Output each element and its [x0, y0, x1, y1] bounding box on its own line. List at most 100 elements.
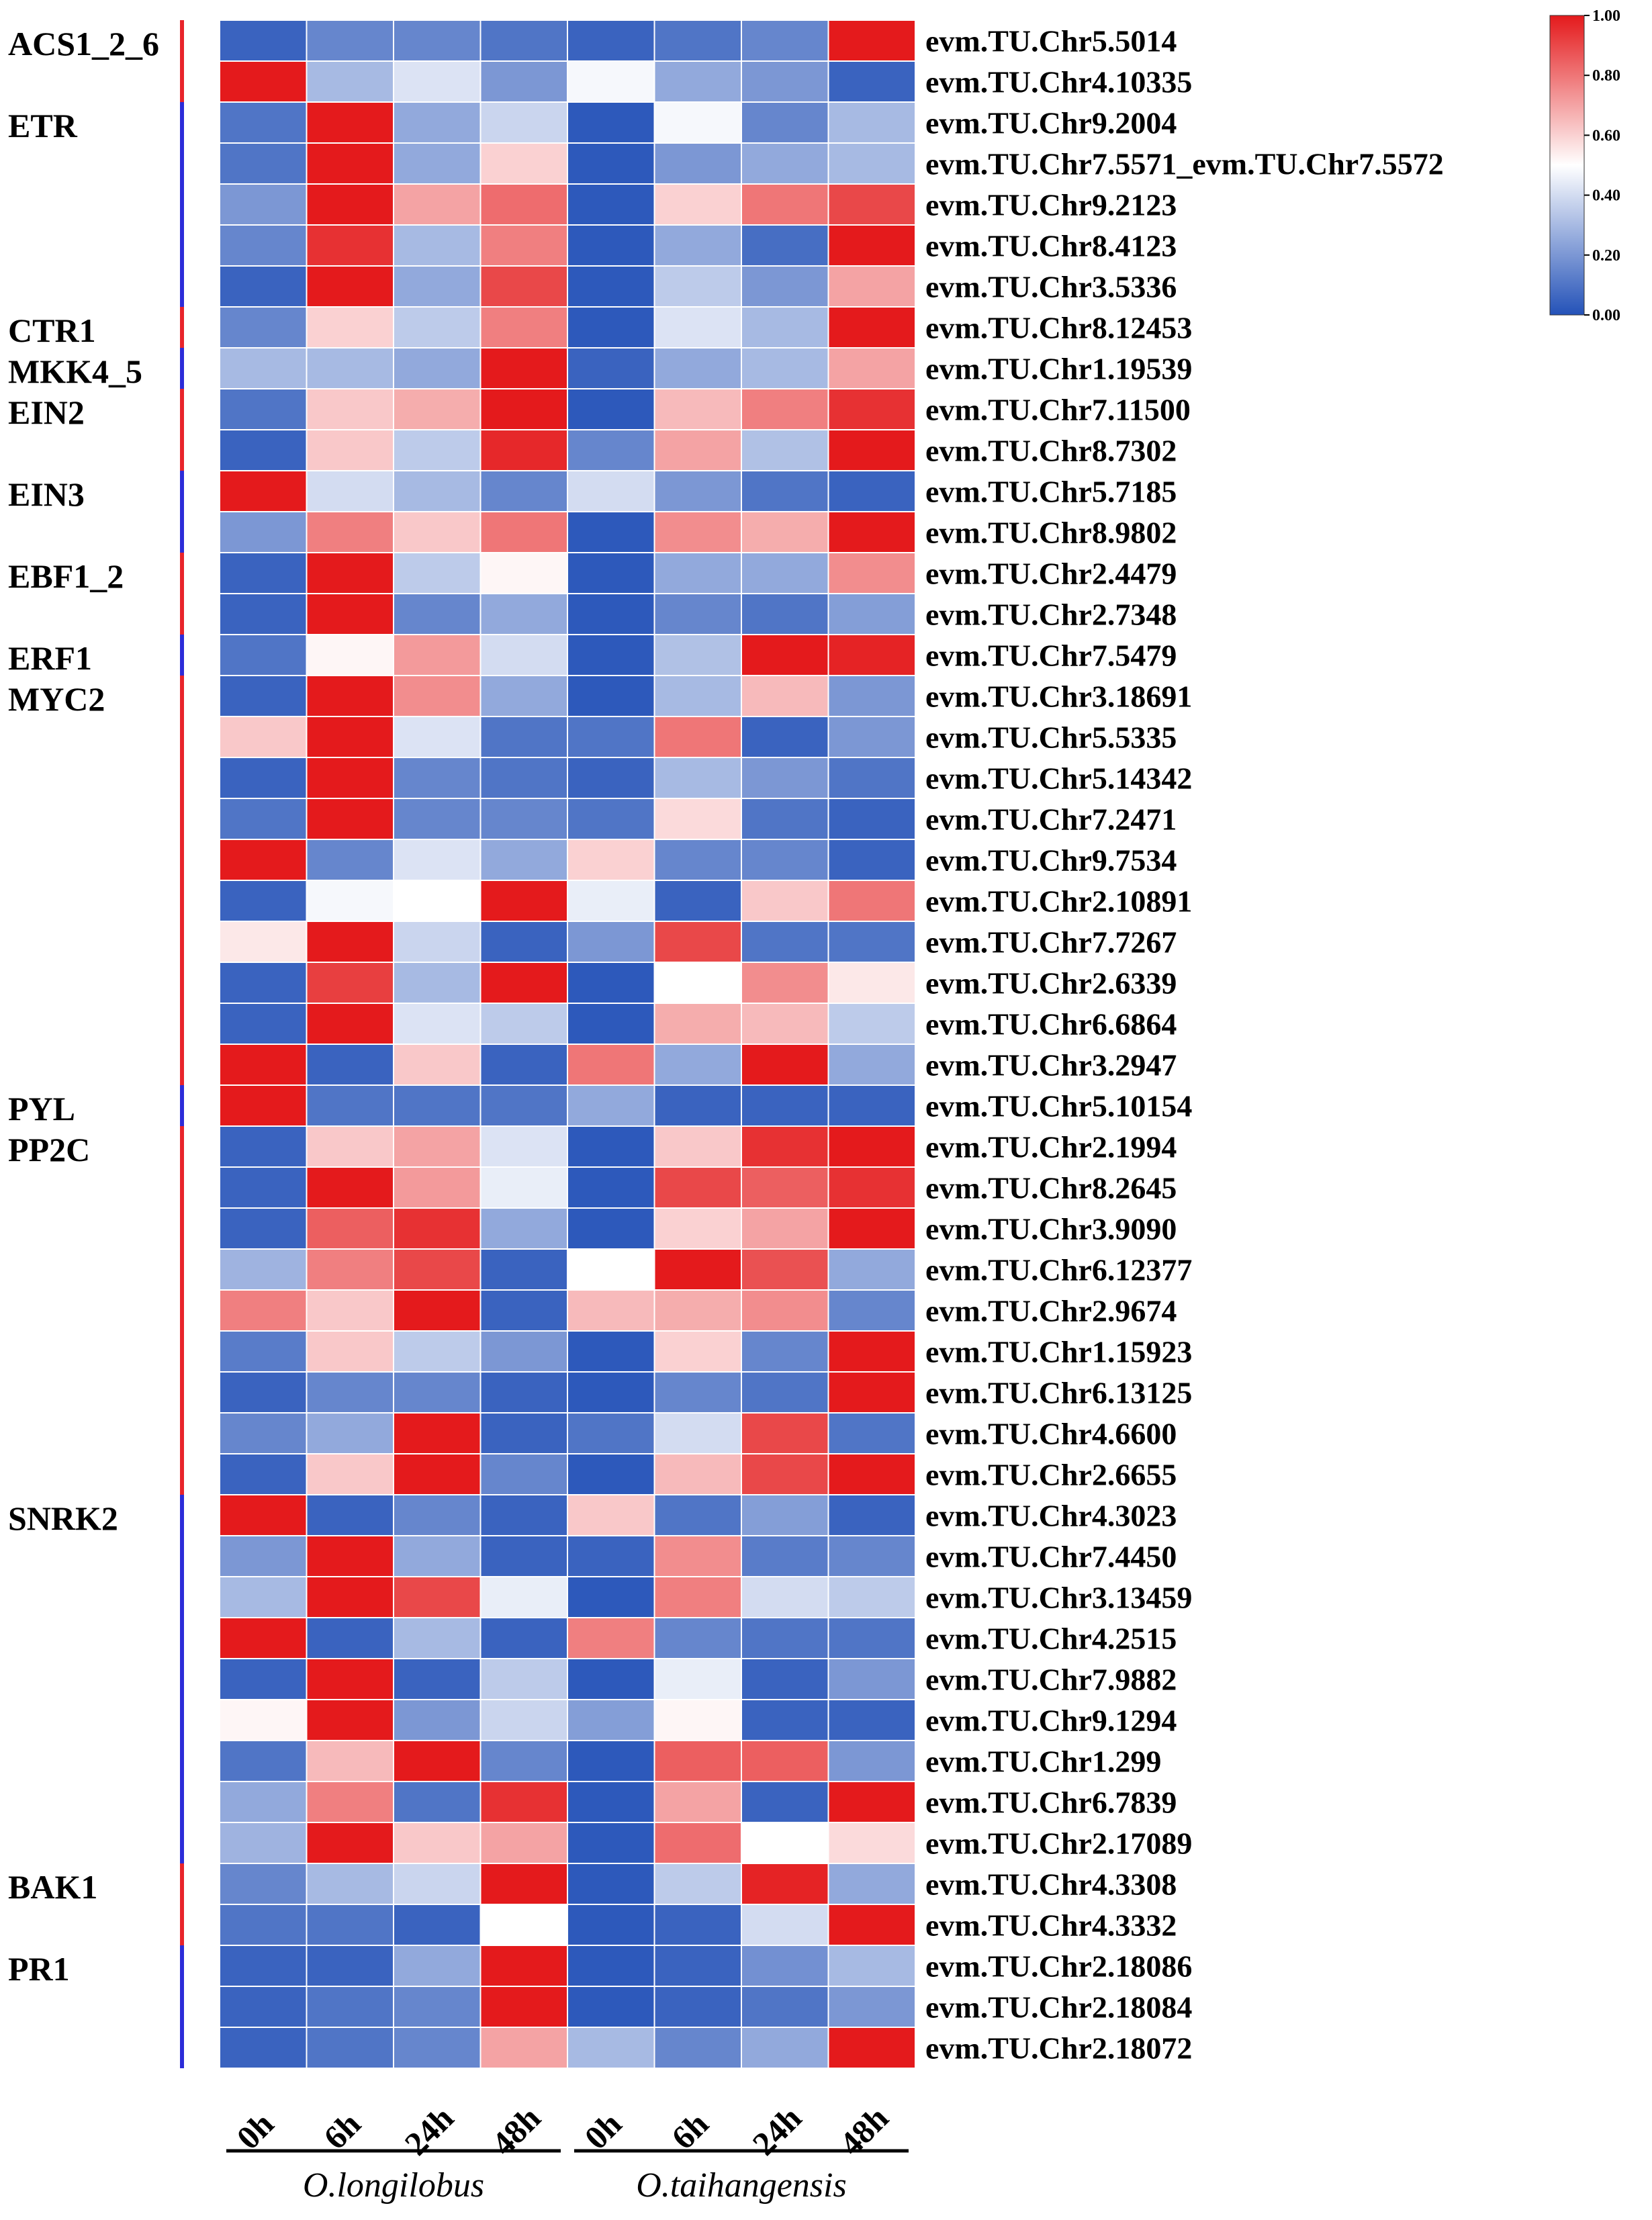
- heatmap-cell: [393, 1412, 481, 1454]
- heatmap-cell: [741, 2027, 829, 2069]
- heatmap-cell: [306, 1371, 394, 1414]
- heatmap-cell: [741, 1781, 829, 1823]
- row-label: evm.TU.Chr5.7185: [925, 475, 1177, 509]
- heatmap-cell: [219, 1207, 308, 1250]
- heatmap-cell: [827, 716, 916, 758]
- heatmap-cell: [393, 921, 481, 963]
- colorbar-tick-label: 0.00: [1592, 307, 1620, 324]
- heatmap-cell: [393, 1003, 481, 1045]
- row-label: evm.TU.Chr8.9802: [925, 516, 1177, 550]
- heatmap-cell: [306, 224, 394, 267]
- heatmap-cell: [827, 634, 916, 676]
- row-label: evm.TU.Chr7.5479: [925, 639, 1177, 673]
- heatmap-cell: [479, 306, 568, 349]
- heatmap-cell: [479, 101, 568, 144]
- heatmap-cell: [741, 470, 829, 512]
- column-label: 0h: [229, 2105, 281, 2156]
- row-label: evm.TU.Chr7.2471: [925, 802, 1177, 837]
- heatmap-cell: [741, 1453, 829, 1495]
- heatmap-cell: [219, 2027, 308, 2069]
- row-label: evm.TU.Chr9.2123: [925, 188, 1177, 222]
- colorbar-tick-label: 1.00: [1592, 7, 1620, 25]
- heatmap-cell: [393, 1740, 481, 1782]
- row-labels: evm.TU.Chr5.5014 evm.TU.Chr4.10335 evm.TU.…: [925, 24, 1444, 2066]
- heatmap-cell: [219, 757, 308, 799]
- heatmap-cell: [393, 1166, 481, 1209]
- heatmap-cell: [479, 1166, 568, 1209]
- heatmap-cell: [653, 306, 742, 349]
- heatmap-cells: [219, 19, 916, 2069]
- heatmap-cell: [479, 675, 568, 717]
- heatmap-cell: [653, 1617, 742, 1659]
- heatmap-cell: [306, 1617, 394, 1659]
- heatmap-cell: [479, 1617, 568, 1659]
- heatmap-cell: [567, 1371, 655, 1414]
- heatmap-cell: [567, 1330, 655, 1373]
- heatmap-cell: [479, 1740, 568, 1782]
- heatmap-cell: [479, 1494, 568, 1536]
- row-label: evm.TU.Chr2.6339: [925, 966, 1177, 1001]
- heatmap-cell: [567, 1084, 655, 1127]
- heatmap-cell: [393, 839, 481, 881]
- heatmap-cell: [393, 716, 481, 758]
- row-label: evm.TU.Chr3.2947: [925, 1048, 1177, 1082]
- heatmap-cell: [567, 675, 655, 717]
- heatmap-cell: [393, 347, 481, 389]
- heatmap-cell: [827, 19, 916, 62]
- heatmap-cell: [306, 1576, 394, 1618]
- heatmap-cell: [653, 1986, 742, 2028]
- heatmap-cell: [306, 1781, 394, 1823]
- heatmap-cell: [827, 1166, 916, 1209]
- heatmap-cell: [653, 1535, 742, 1577]
- heatmap-cell: [827, 921, 916, 963]
- heatmap-cell: [479, 1453, 568, 1495]
- heatmap-cell: [479, 1904, 568, 1946]
- heatmap-cell: [306, 1658, 394, 1700]
- heatmap-cell: [567, 1003, 655, 1045]
- row-label: evm.TU.Chr9.7534: [925, 843, 1177, 878]
- heatmap-cell: [827, 183, 916, 226]
- heatmap-cell: [653, 265, 742, 308]
- heatmap-cell: [827, 470, 916, 512]
- row-label: evm.TU.Chr3.18691: [925, 680, 1192, 714]
- heatmap-cell: [741, 962, 829, 1004]
- heatmap-cell: [741, 388, 829, 430]
- heatmap-cell: [306, 1822, 394, 1864]
- heatmap-cell: [827, 1576, 916, 1618]
- heatmap-cell: [479, 1330, 568, 1373]
- heatmap-cell: [827, 962, 916, 1004]
- heatmap-cell: [393, 101, 481, 144]
- row-label: evm.TU.Chr2.6655: [925, 1458, 1177, 1492]
- heatmap-cell: [306, 1125, 394, 1168]
- heatmap-cell: [653, 962, 742, 1004]
- row-label: evm.TU.Chr7.4450: [925, 1540, 1177, 1574]
- heatmap-cell: [219, 1781, 308, 1823]
- heatmap-cell: [567, 265, 655, 308]
- heatmap-cell: [219, 921, 308, 963]
- heatmap-cell: [479, 1658, 568, 1700]
- group-labels: ACS1_2_6 ETR CTR1 MKK4_5 EIN2 EIN3 EBF1_2 ERF1M…: [8, 25, 159, 1988]
- heatmap-cell: [479, 921, 568, 963]
- heatmap-cell: [741, 1617, 829, 1659]
- row-label: evm.TU.Chr1.19539: [925, 352, 1192, 386]
- row-label: evm.TU.Chr8.7302: [925, 434, 1177, 468]
- row-label: evm.TU.Chr3.9090: [925, 1212, 1177, 1246]
- heatmap-cell: [306, 1084, 394, 1127]
- group-label: CTR1: [8, 312, 96, 349]
- heatmap-cell: [741, 757, 829, 799]
- heatmap-cell: [827, 552, 916, 594]
- heatmap-cell: [653, 1904, 742, 1946]
- heatmap-cell: [306, 470, 394, 512]
- heatmap-cell: [393, 1453, 481, 1495]
- heatmap-cell: [479, 183, 568, 226]
- heatmap-cell: [393, 265, 481, 308]
- heatmap-cell: [567, 552, 655, 594]
- row-label: evm.TU.Chr2.18084: [925, 1990, 1192, 2025]
- heatmap-cell: [827, 1863, 916, 1905]
- heatmap-cell: [567, 1125, 655, 1168]
- row-label: evm.TU.Chr2.10891: [925, 884, 1192, 919]
- heatmap-cell: [219, 839, 308, 881]
- heatmap-cell: [479, 593, 568, 635]
- heatmap-cell: [219, 1494, 308, 1536]
- heatmap-cell: [306, 19, 394, 62]
